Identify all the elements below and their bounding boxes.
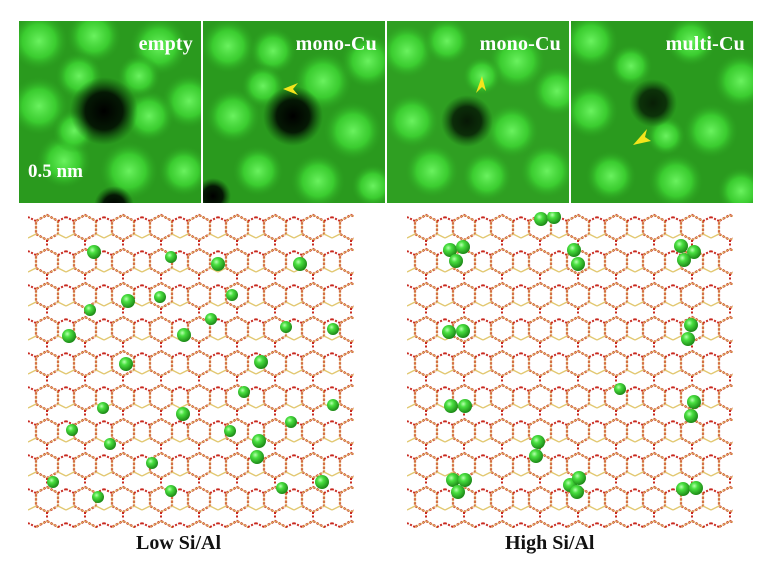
tem-panel-mono-cu-1: mono-Cu	[203, 21, 385, 203]
tem-image	[387, 21, 569, 203]
tem-label: mono-Cu	[479, 33, 561, 55]
caption-high-si-al: High Si/Al	[505, 532, 595, 554]
zeolite-model-high-si-al	[407, 210, 733, 533]
framework-lattice	[407, 210, 733, 528]
framework-lattice	[28, 212, 354, 528]
tem-panel-empty: empty 0.5 nm	[19, 21, 201, 203]
tem-label: multi-Cu	[665, 33, 745, 55]
tem-label: mono-Cu	[295, 33, 377, 55]
tem-image	[203, 21, 385, 203]
arrowhead-icon	[476, 76, 486, 93]
caption-low-si-al: Low Si/Al	[136, 532, 222, 554]
arrowhead-icon	[283, 83, 298, 95]
arrowhead-icon	[633, 129, 651, 145]
tem-image	[571, 21, 753, 203]
tem-panel-multi-cu: multi-Cu	[571, 21, 753, 203]
tem-label: empty	[138, 33, 193, 55]
tem-panel-mono-cu-2: mono-Cu	[387, 21, 569, 203]
scale-bar-label: 0.5 nm	[28, 161, 83, 182]
tem-image	[19, 21, 201, 203]
zeolite-model-low-si-al	[28, 212, 354, 533]
cu-atoms	[442, 210, 703, 499]
cu-atoms	[47, 245, 339, 503]
